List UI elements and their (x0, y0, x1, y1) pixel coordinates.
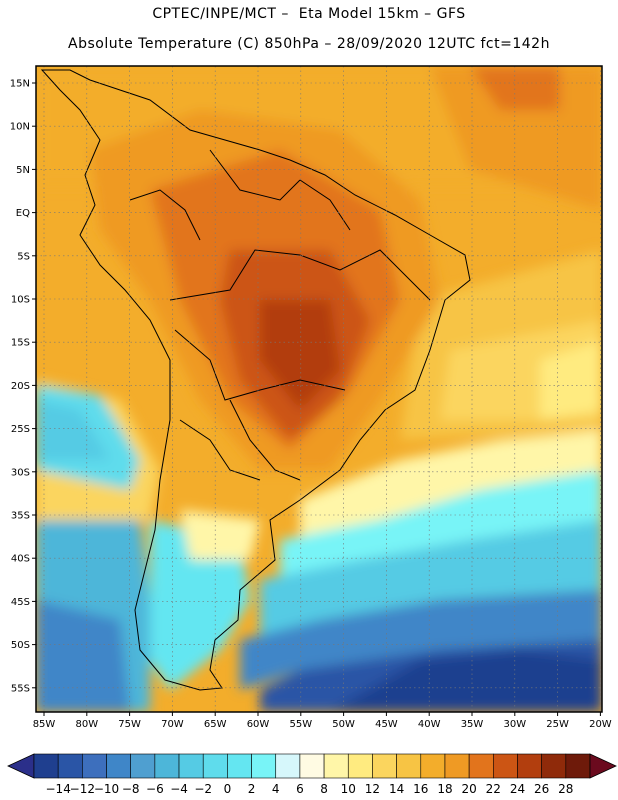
lon-label: 80W (75, 719, 98, 730)
map-frame (35, 65, 603, 713)
lon-label: 30W (503, 719, 526, 730)
lat-label: 15N (10, 79, 30, 90)
lon-label: 65W (204, 719, 227, 730)
map-title-line1: CPTEC/INPE/MCT – Eta Model 15km – GFS (152, 6, 466, 22)
colorbar-label: 10 (341, 782, 356, 796)
colorbar-swatch (299, 753, 325, 779)
lat-label: 40S (11, 554, 30, 565)
colorbar-label: −12 (70, 782, 95, 796)
colorbar-swatch (396, 753, 422, 779)
colorbar-swatch (178, 753, 204, 779)
lat-label: 20S (11, 381, 30, 392)
colorbar-label: 18 (437, 782, 452, 796)
lat-label: 55S (11, 683, 30, 694)
colorbar-swatch (227, 753, 252, 779)
colorbar-label: 26 (534, 782, 549, 796)
lat-label: 5N (16, 165, 30, 176)
colorbar-swatch (323, 753, 349, 779)
colorbar-swatch (275, 753, 301, 779)
colorbar-swatch (420, 753, 446, 779)
colorbar-label: 6 (296, 782, 304, 796)
map-title-line2: Absolute Temperature (C) 850hPa – 28/09/… (68, 36, 550, 52)
colorbar-label: −2 (194, 782, 212, 796)
colorbar-label: 22 (486, 782, 501, 796)
lat-label: 30S (11, 467, 30, 478)
colorbar-swatch (82, 753, 107, 779)
colorbar-swatch (202, 753, 228, 779)
latitude-axis: 15N 10N 5N EQ 5S 10S 15S 20S 25S 30S 35S 40S 45S 50S 5… (10, 79, 36, 694)
colorbar-swatch (493, 753, 518, 779)
colorbar-swatch (130, 753, 156, 779)
lat-label: 45S (11, 597, 30, 608)
lat-label: 10S (11, 295, 30, 306)
lon-label: 35W (461, 719, 484, 730)
lat-label: EQ (16, 208, 30, 219)
colorbar-label: 8 (320, 782, 328, 796)
colorbar-label: 14 (389, 782, 404, 796)
colorbar-swatch (444, 753, 470, 779)
lon-label: 20W (589, 719, 612, 730)
coastlines (40, 69, 471, 691)
lon-label: 60W (247, 719, 270, 730)
colorbar-label: −14 (46, 782, 71, 796)
lon-label: 70W (161, 719, 184, 730)
color-legend: −14−12−10 −8 −6 −4 −2 0 2 4 6 8 10 12 14 16 18 20 22 24 26… (7, 753, 617, 796)
colorbar-swatch (347, 753, 373, 779)
colorbar-under-arrow (7, 753, 35, 779)
colorbar-label: 0 (224, 782, 232, 796)
lat-label: 25S (11, 424, 30, 435)
colorbar-swatch (33, 753, 59, 779)
lat-label: 5S (17, 251, 30, 262)
colorbar-swatch (106, 753, 131, 779)
colorbar-swatch (251, 753, 277, 779)
colorbar-swatch (541, 753, 567, 779)
colorbar-label: 12 (365, 782, 380, 796)
lat-label: 50S (11, 640, 30, 651)
colorbar-swatch (468, 753, 494, 779)
lon-label: 50W (332, 719, 355, 730)
lon-label: 55W (289, 719, 312, 730)
colorbar-label: 24 (510, 782, 525, 796)
colorbar-swatch (372, 753, 397, 779)
colorbar-swatch (565, 753, 591, 779)
colorbar-swatch (154, 753, 180, 779)
colorbar-over-arrow (589, 753, 617, 779)
colorbar-label: 2 (248, 782, 256, 796)
lat-label: 35S (11, 511, 30, 522)
colorbar-label: 20 (461, 782, 476, 796)
longitude-axis: 85W 80W 75W 70W 65W 60W 55W 50W 45W 40W 35W 30W 25W 2… (33, 712, 612, 730)
lon-label: 75W (118, 719, 141, 730)
colorbar-label: 4 (272, 782, 280, 796)
lat-label: 10N (10, 122, 30, 133)
colorbar-label: −8 (122, 782, 140, 796)
colorbar-label: −10 (94, 782, 119, 796)
colorbar-label: −6 (146, 782, 164, 796)
colorbar-label: 16 (413, 782, 428, 796)
lon-label: 40W (418, 719, 441, 730)
lon-label: 45W (375, 719, 398, 730)
temperature-field (36, 66, 602, 712)
lon-label: 85W (33, 719, 56, 730)
colorbar-swatch (517, 753, 542, 779)
lon-label: 25W (546, 719, 569, 730)
colorbar-label: −4 (170, 782, 188, 796)
colorbar-label: 28 (558, 782, 573, 796)
lat-label: 15S (11, 338, 30, 349)
colorbar-swatch (57, 753, 83, 779)
